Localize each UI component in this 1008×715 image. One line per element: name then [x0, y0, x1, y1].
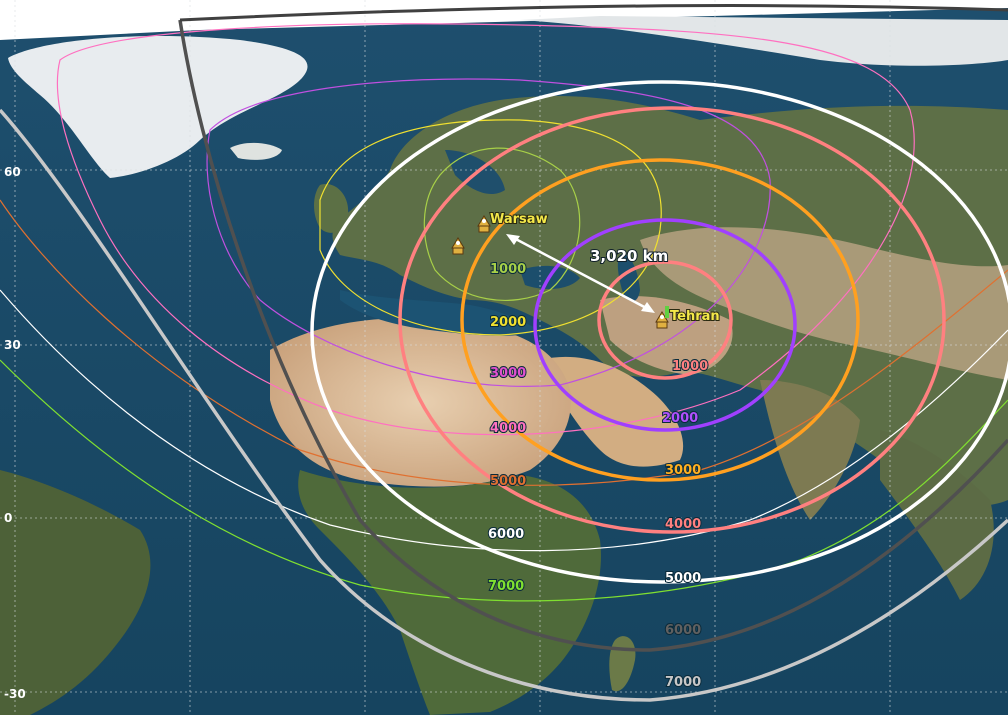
tehran-ring-labels: 1000 2000 3000 4000 5000 6000 7000 — [661, 358, 709, 691]
tehran-range-rings — [0, 4, 1008, 702]
warsaw-ring-2000 — [319, 119, 662, 336]
warsaw-range-rings — [0, 23, 1008, 602]
tehran-ring-3000 — [460, 158, 860, 482]
caspian-sea — [617, 254, 640, 302]
greenland — [8, 36, 308, 178]
warsaw-ring-1000 — [423, 147, 581, 301]
warsaw-ring-5000 — [0, 199, 1008, 486]
central-asia — [640, 227, 1008, 380]
tehran-ring-2000 — [533, 218, 797, 432]
tehran-ring-label-6000: 6000 — [665, 623, 701, 638]
tehran-ring-label-2000: 2000 — [662, 411, 698, 426]
tehran-ring-label-4000: 4000 — [665, 517, 701, 532]
lat-label-minus-30: -30 — [4, 687, 26, 701]
city-label-warsaw: Warsaw — [490, 212, 548, 227]
distance-label: 3,020 km — [590, 247, 668, 265]
mediterranean-sea — [340, 290, 540, 336]
city-marker-warsaw[interactable] — [477, 215, 491, 233]
warsaw-ring-label-7000: 7000 — [488, 579, 524, 594]
warsaw-ring-label-4000: 4000 — [490, 421, 526, 436]
distance-line — [509, 234, 651, 312]
tehran-ring-label-7000: 7000 — [665, 675, 701, 690]
arabia — [540, 356, 684, 467]
tehran-flag-icon — [665, 306, 669, 318]
distance-arrowhead-tehran — [641, 302, 655, 313]
city-markers[interactable]: Warsaw Tehran — [451, 211, 721, 329]
lat-label-60: 60 — [4, 165, 21, 179]
landmasses — [0, 16, 1008, 715]
india — [760, 380, 860, 520]
warsaw-ring-6000 — [0, 289, 1008, 552]
city-label-tehran: Tehran — [670, 309, 720, 324]
projection-edge-line — [179, 4, 1008, 22]
city-marker-icon — [451, 237, 465, 255]
tehran-ring-1000 — [597, 260, 733, 380]
warsaw-ring-labels: 1000 2000 3000 4000 5000 6000 7000 — [487, 261, 527, 595]
warsaw-ring-label-2000: 2000 — [490, 315, 526, 330]
warsaw-ring-label-5000: 5000 — [490, 474, 526, 489]
tehran-ring-6000 — [178, 19, 1008, 652]
warsaw-ring-label-1000: 1000 — [490, 262, 526, 277]
arctic-islands — [520, 16, 1008, 66]
tehran-ring-label-3000: 3000 — [665, 463, 701, 478]
distance-arrowhead-warsaw — [506, 234, 520, 245]
iran-plateau — [600, 296, 733, 375]
lat-label-30: 30 — [4, 338, 21, 352]
tehran-ring-4000 — [398, 106, 946, 534]
warsaw-ring-label-3000: 3000 — [490, 366, 526, 381]
tehran-ring-label-5000: 5000 — [665, 571, 701, 586]
city-marker-icon — [477, 215, 491, 233]
lat-label-0: 0 — [4, 511, 12, 525]
warsaw-ring-3000 — [206, 78, 771, 387]
latitude-labels: 60 30 0 -30 — [4, 165, 26, 701]
central-africa — [298, 470, 601, 715]
distance-measurement: 3,020 km — [506, 234, 669, 313]
warsaw-ring-label-6000: 6000 — [488, 527, 524, 542]
city-marker-tehran[interactable] — [655, 306, 669, 329]
warsaw-ring-4000 — [56, 23, 915, 436]
tehran-ring-7000 — [0, 108, 1008, 702]
tehran-ring-label-1000: 1000 — [672, 359, 708, 374]
map-top-edge — [0, 0, 1008, 40]
tehran-ring-5000 — [310, 80, 1008, 584]
british-isles — [314, 184, 349, 233]
city-marker-berlin[interactable] — [451, 237, 465, 255]
south-america — [0, 470, 151, 715]
iceland — [230, 142, 282, 160]
warsaw-ring-7000 — [0, 359, 1008, 602]
